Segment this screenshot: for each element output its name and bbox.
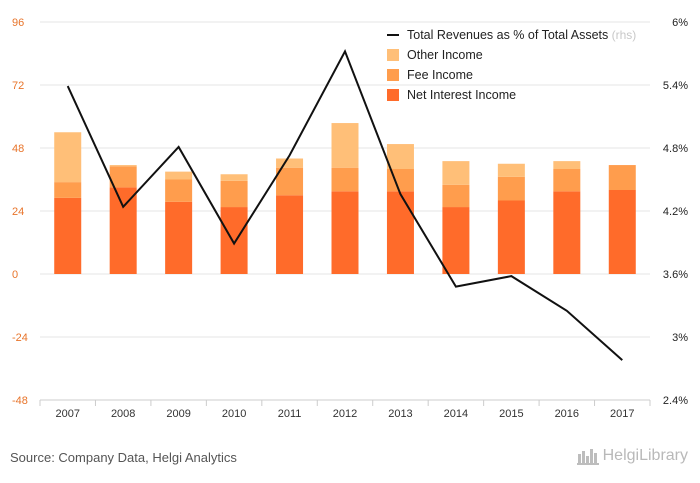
bar-net-interest-income — [54, 197, 82, 274]
bar-other-income — [220, 174, 248, 181]
legend-label: Net Interest Income — [407, 88, 516, 102]
bar-other-income — [276, 158, 304, 168]
right-axis-tick-label: 2.4% — [663, 395, 688, 407]
right-axis-tick-label: 4.8% — [663, 143, 688, 155]
bar-net-interest-income — [497, 200, 525, 274]
source-note: Source: Company Data, Helgi Analytics — [10, 450, 237, 465]
left-axis-tick-label: 72 — [12, 80, 24, 92]
legend-label: Other Income — [407, 48, 483, 62]
bar-other-income — [553, 161, 581, 169]
x-axis-tick-label: 2016 — [555, 408, 579, 420]
bar-fee-income — [608, 165, 636, 190]
brand-name: HelgiLibrary — [602, 447, 688, 464]
library-logo-icon — [576, 449, 599, 465]
legend-label: Fee Income — [407, 68, 473, 82]
right-axis-tick-label: 3.6% — [663, 269, 688, 281]
bar-fee-income — [276, 167, 304, 196]
bar-fee-income — [553, 169, 581, 192]
bar-net-interest-income — [165, 201, 193, 274]
legend-label: Total Revenues as % of Total Assets (rhs… — [407, 28, 636, 42]
left-axis-tick-label: -24 — [12, 332, 28, 344]
x-axis-tick-label: 2017 — [610, 408, 634, 420]
brand-logo: HelgiLibrary — [576, 447, 688, 465]
bar-other-income — [331, 123, 359, 168]
left-axis-tick-label: 48 — [12, 143, 24, 155]
bar-net-interest-income — [220, 207, 248, 274]
right-axis-tick-label: 6% — [672, 17, 688, 29]
bar-other-income — [109, 165, 137, 167]
bar-other-income — [386, 144, 414, 169]
left-axis-tick-label: 96 — [12, 17, 24, 29]
bar-fee-income — [442, 184, 470, 208]
x-axis-tick-label: 2010 — [222, 408, 246, 420]
bar-other-income — [165, 171, 193, 180]
bar-net-interest-income — [109, 187, 137, 274]
bar-fee-income — [165, 179, 193, 202]
bar-fee-income — [220, 180, 248, 208]
x-axis-tick-label: 2011 — [278, 408, 302, 420]
bar-fee-income — [497, 176, 525, 201]
legend-swatch — [387, 89, 399, 101]
line-total-revenues-pct-assets — [66, 49, 623, 361]
bar-other-income — [497, 163, 525, 177]
legend-label-suffix: (rhs) — [608, 28, 636, 42]
bar-other-income — [442, 161, 470, 185]
bar-net-interest-income — [553, 191, 581, 274]
left-axis-tick-label: -48 — [12, 395, 28, 407]
left-axis-tick-label: 24 — [12, 206, 24, 218]
x-axis-tick-label: 2007 — [55, 408, 79, 420]
bar-net-interest-income — [386, 191, 414, 274]
bar-fee-income — [109, 166, 137, 188]
legend-swatch — [387, 69, 399, 81]
bar-net-interest-income — [276, 195, 304, 274]
right-axis-tick-label: 5.4% — [663, 80, 688, 92]
chart-svg: -48 -24 0 24 48 72 96 2.4% 3% 3.6% 4.2% 4.8% 5.4% 6% 2… — [12, 17, 688, 420]
x-axis-tick-label: 2008 — [111, 408, 135, 420]
x-axis-tick-label: 2009 — [166, 408, 190, 420]
x-axis-tick-label: 2012 — [333, 408, 357, 420]
x-axis-tick-label: 2015 — [499, 408, 523, 420]
bar-other-income — [54, 132, 82, 183]
bar-net-interest-income — [331, 191, 359, 274]
left-axis-tick-label: 0 — [12, 269, 18, 281]
bar-net-interest-income — [442, 207, 470, 274]
right-axis-tick-label: 3% — [672, 332, 688, 344]
x-axis-tick-label: 2014 — [444, 408, 468, 420]
legend-swatch — [387, 49, 399, 61]
bar-net-interest-income — [608, 190, 636, 274]
bar-fee-income — [331, 167, 359, 192]
bar-fee-income — [54, 182, 82, 198]
x-axis-tick-label: 2013 — [388, 408, 412, 420]
right-axis-tick-label: 4.2% — [663, 206, 688, 218]
